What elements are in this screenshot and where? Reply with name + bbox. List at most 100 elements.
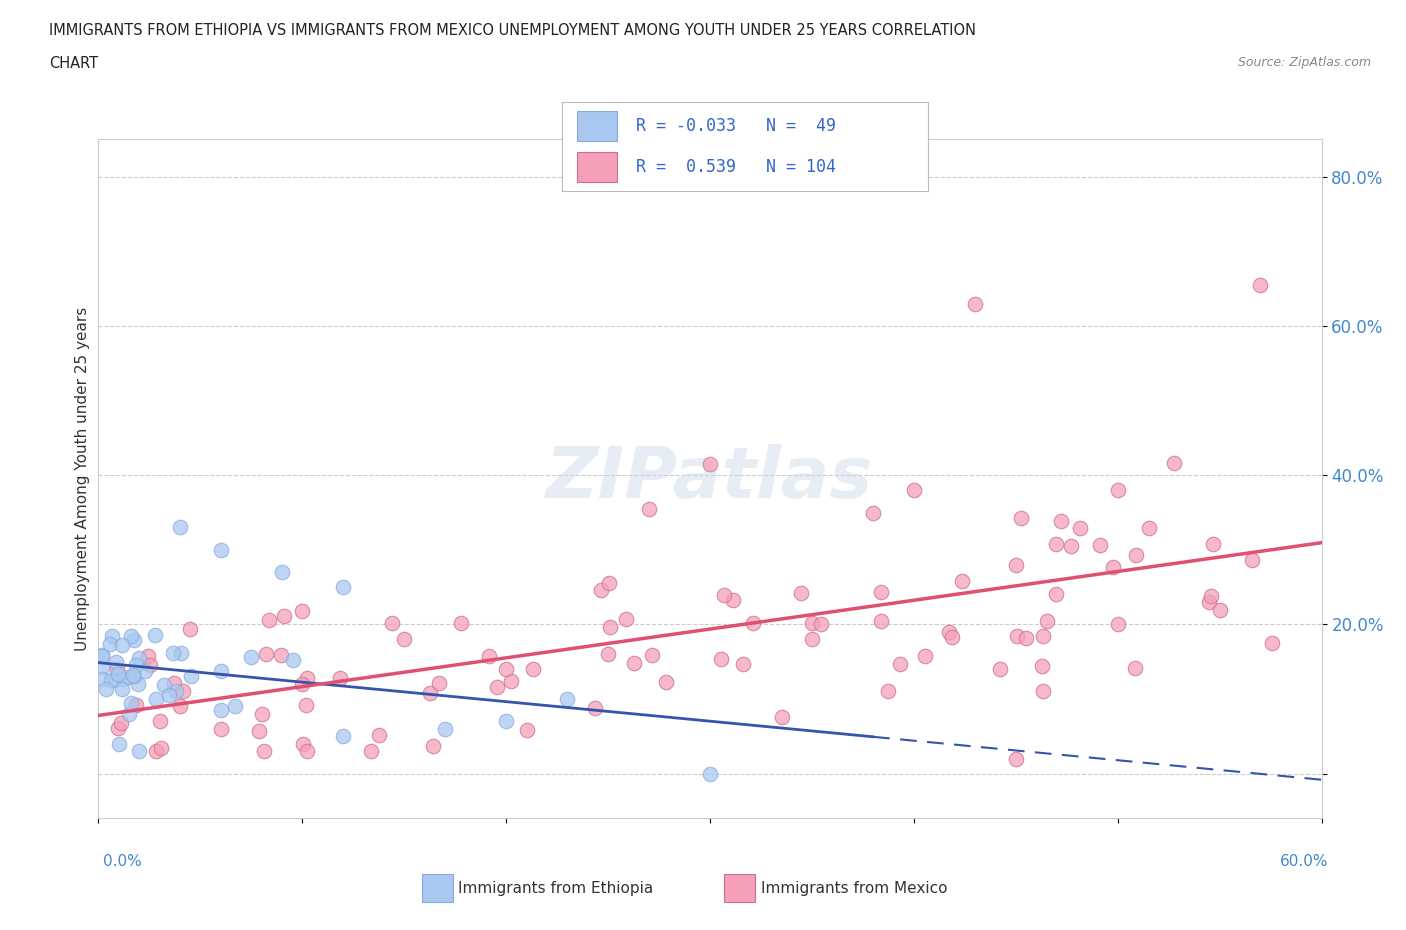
Point xyxy=(789,586,811,601)
Point xyxy=(1125,548,1147,563)
Point xyxy=(555,692,579,707)
Point xyxy=(450,616,472,631)
Point xyxy=(486,680,509,695)
Point xyxy=(877,684,900,698)
Point xyxy=(1123,660,1146,675)
Point xyxy=(111,671,134,686)
Point xyxy=(91,648,114,663)
Point xyxy=(297,671,319,685)
Point xyxy=(1069,521,1091,536)
Point xyxy=(367,727,389,742)
Point xyxy=(224,699,246,714)
Point xyxy=(163,675,186,690)
Point xyxy=(145,744,167,759)
Point xyxy=(1005,629,1028,644)
Point xyxy=(153,678,176,693)
Point xyxy=(121,668,143,683)
Point xyxy=(1240,552,1263,567)
Point xyxy=(162,645,184,660)
Text: 0.0%: 0.0% xyxy=(103,854,142,869)
Point xyxy=(1010,511,1032,525)
Point xyxy=(291,737,314,751)
Point xyxy=(91,647,114,662)
Point xyxy=(209,542,232,557)
Point xyxy=(637,502,659,517)
Point xyxy=(903,483,925,498)
Point xyxy=(733,657,755,671)
Point xyxy=(1032,629,1054,644)
Point xyxy=(281,653,304,668)
Point xyxy=(332,579,354,594)
Point xyxy=(247,724,270,738)
Point xyxy=(614,611,637,626)
Point xyxy=(122,632,145,647)
Point xyxy=(869,614,891,629)
Point xyxy=(713,588,735,603)
Point xyxy=(938,625,960,640)
Point xyxy=(240,649,263,664)
Point xyxy=(1137,520,1160,535)
Point xyxy=(104,655,127,670)
Point xyxy=(1088,538,1111,552)
Point xyxy=(94,681,117,696)
Point xyxy=(360,744,382,759)
Point xyxy=(179,621,201,636)
Point xyxy=(965,296,987,311)
Point xyxy=(122,669,145,684)
Point xyxy=(250,707,273,722)
Point xyxy=(640,648,662,663)
Point xyxy=(291,677,314,692)
Point xyxy=(209,702,232,717)
Text: CHART: CHART xyxy=(49,56,98,71)
Point xyxy=(257,612,280,627)
Point xyxy=(495,714,517,729)
Point xyxy=(254,646,277,661)
Point xyxy=(422,738,444,753)
Point xyxy=(1036,613,1059,628)
Point xyxy=(699,457,721,472)
Point xyxy=(270,647,292,662)
Point xyxy=(522,662,544,677)
Point xyxy=(329,671,352,685)
Point xyxy=(100,628,122,643)
Point xyxy=(495,662,517,677)
Point xyxy=(180,669,202,684)
Point xyxy=(988,661,1011,676)
Point xyxy=(800,616,823,631)
Text: 60.0%: 60.0% xyxy=(1281,854,1329,869)
Point xyxy=(107,667,129,682)
Point xyxy=(332,729,354,744)
Point xyxy=(103,672,125,687)
Point xyxy=(172,684,194,698)
Point xyxy=(1107,483,1129,498)
Point xyxy=(253,744,276,759)
Point xyxy=(117,670,139,684)
Point xyxy=(157,687,180,702)
Point xyxy=(914,648,936,663)
Point xyxy=(1031,658,1053,673)
Point xyxy=(381,616,404,631)
Point xyxy=(742,616,765,631)
Point xyxy=(1050,514,1073,529)
Point xyxy=(105,662,128,677)
Point xyxy=(501,673,523,688)
Point xyxy=(655,674,678,689)
Point xyxy=(128,744,150,759)
Point xyxy=(149,714,172,729)
Y-axis label: Unemployment Among Youth under 25 years: Unemployment Among Youth under 25 years xyxy=(75,307,90,651)
Point xyxy=(150,741,173,756)
Point xyxy=(434,722,457,737)
Point xyxy=(169,699,191,714)
Point xyxy=(427,676,450,691)
Point xyxy=(516,723,538,737)
Point xyxy=(1045,537,1067,551)
Text: ZIPatlas: ZIPatlas xyxy=(547,445,873,513)
Text: Source: ZipAtlas.com: Source: ZipAtlas.com xyxy=(1237,56,1371,69)
Bar xyxy=(576,152,617,182)
Text: Immigrants from Mexico: Immigrants from Mexico xyxy=(761,881,948,896)
Point xyxy=(591,582,613,597)
Point xyxy=(125,658,148,672)
Point xyxy=(209,664,232,679)
Point xyxy=(209,722,232,737)
Point xyxy=(772,710,794,724)
